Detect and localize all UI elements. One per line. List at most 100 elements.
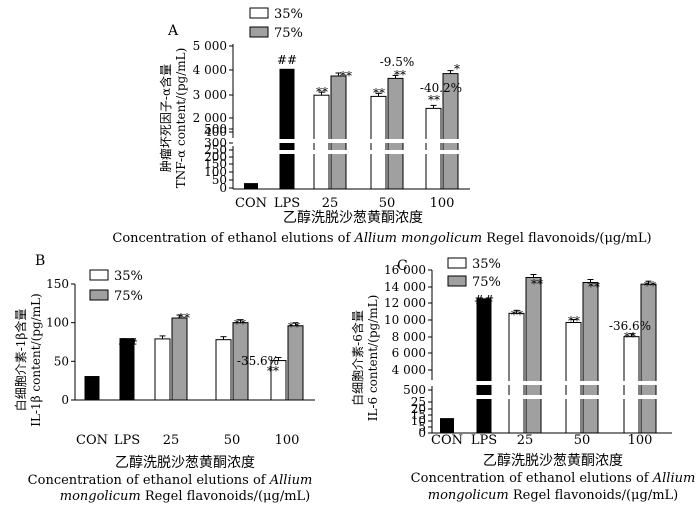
legend-swatch-75pct	[447, 275, 467, 287]
y-tick-label: 4 000	[392, 363, 426, 377]
x-axis-label-en-c-italic1: Allium	[652, 471, 696, 486]
x-tick-label-100: 100	[628, 433, 653, 448]
y-axis-label-cn-c: 白细胞介素-6含量	[350, 310, 365, 406]
significance-mark: **	[394, 68, 406, 82]
bar-25-75pct	[330, 75, 347, 190]
x-axis-label-en-c-line2: mongolicum Regel flavonoids/(μg/mL)	[428, 488, 678, 503]
x-tick-label-50: 50	[224, 433, 241, 448]
y-tick-label: 4 000	[193, 63, 227, 77]
y-tick-label: 6 000	[392, 346, 426, 360]
x-tick-label-lps: LPS	[274, 196, 300, 211]
y-axis-label-en-a: TNF-α content/(pg/mL)	[174, 48, 188, 189]
y-axis-label-a: 肿瘤坏死因子-α含量 TNF-α content/(pg/mL)	[158, 48, 188, 189]
percent-change-label: -9.5%	[380, 55, 415, 69]
bar-50-35pct	[565, 322, 582, 434]
x-axis-label-en-a-italic: Allium mongolicum	[353, 231, 482, 246]
x-tick-label-50: 50	[379, 196, 396, 211]
panel-b: B 35% 75% 白细胞介素-1β含量 IL-1β content/(pg/mL…	[13, 253, 315, 504]
x-tick-label-lps: LPS	[114, 433, 140, 448]
axis-break-gap	[234, 139, 471, 143]
bar-50-75pct	[582, 282, 599, 434]
bar-lps	[476, 298, 492, 433]
bar-50-35pct	[215, 339, 232, 401]
x-axis-label-en-c-line1: Concentration of ethanol elutions of All…	[411, 471, 696, 486]
legend-label-35pct: 35%	[274, 7, 303, 22]
y-tick-label: 25	[411, 395, 426, 409]
y-tick-label: 16 000	[384, 263, 426, 277]
significance-mark: **	[428, 93, 440, 107]
legend-label-75pct: 75%	[114, 289, 143, 304]
y-tick-label: 10	[411, 414, 426, 428]
legend-swatch-35pct	[249, 7, 269, 19]
legend-swatch-75pct	[89, 289, 109, 301]
y-axis-label-c: 白细胞介素-6含量 IL-6 content/(pg/mL)	[350, 295, 380, 422]
significance-mark: *	[454, 62, 460, 76]
y-tick-label: 5	[418, 420, 426, 434]
y-tick-label: 3 000	[193, 88, 227, 102]
x-axis-label-en-b-line1: Concentration of ethanol elutions of All…	[28, 473, 313, 488]
percent-change-label: -35.6%	[237, 354, 279, 368]
bar-25-35pct	[508, 312, 525, 434]
significance-mark: ##	[474, 293, 494, 307]
x-tick-label-con: CON	[235, 196, 267, 211]
panel-letter-a: A	[167, 23, 179, 39]
x-axis-label-en-b-part1: Concentration of ethanol elutions of	[28, 473, 270, 488]
y-tick-label: 100	[46, 316, 69, 330]
axis-break-gap	[433, 395, 673, 399]
x-axis-label-en-c-part1: Concentration of ethanol elutions of	[411, 471, 653, 486]
x-axis-label-en-a-part1: Concentration of ethanol elutions of	[112, 231, 354, 246]
x-axis-label-en-b-italic2: mongolicum	[60, 489, 141, 504]
y-tick-label: 5 000	[193, 39, 227, 53]
significance-mark: ##	[118, 336, 138, 350]
y-tick-label: 15	[411, 408, 426, 422]
y-tick-label: 250	[204, 143, 227, 157]
y-axis-label-en-c: IL-6 content/(pg/mL)	[366, 295, 380, 422]
significance-mark: **	[531, 277, 543, 291]
x-tick-label-con: CON	[431, 433, 463, 448]
x-axis-label-en-c-italic2: mongolicum	[428, 488, 509, 503]
y-axis-label-cn-a: 肿瘤坏死因子-α含量	[158, 64, 173, 172]
y-tick-label: 10 000	[384, 313, 426, 327]
x-tick-label-25: 25	[163, 433, 180, 448]
axis-break-gap	[433, 381, 673, 385]
legend-label-35pct: 35%	[472, 257, 501, 272]
percent-change-label: -36.6%	[609, 319, 651, 333]
x-axis-label-en-a-part3: Regel flavonoids/(μg/mL)	[482, 231, 652, 246]
x-axis-label-en-a: Concentration of ethanol elutions of All…	[112, 231, 651, 246]
y-tick-label: 500	[204, 122, 227, 136]
y-tick-label: 0	[61, 393, 69, 407]
y-tick-label: 0	[219, 181, 227, 195]
x-axis-label-en-b-line2: mongolicum Regel flavonoids/(μg/mL)	[60, 489, 310, 504]
y-tick-label: 200	[204, 150, 227, 164]
significance-mark: **	[373, 86, 385, 100]
significance-mark: **	[234, 317, 246, 331]
significance-mark: **	[624, 330, 636, 344]
significance-mark: **	[316, 85, 328, 99]
x-tick-label-100: 100	[430, 196, 455, 211]
y-tick-label: 0	[418, 426, 426, 440]
bar-con	[244, 183, 258, 189]
bar-25-75pct	[525, 277, 542, 434]
y-tick-label: 400	[204, 125, 227, 139]
x-tick-label-25: 25	[517, 433, 534, 448]
bar-100-75pct	[640, 283, 657, 434]
panel-letter-c: C	[397, 258, 408, 274]
y-tick-label: 150	[46, 277, 69, 291]
y-tick-label: 20	[411, 402, 426, 416]
legend-label-35pct: 35%	[114, 269, 143, 284]
bar-25-75pct	[171, 317, 188, 401]
legend-swatch-35pct	[89, 269, 109, 281]
x-axis-label-cn-c: 乙醇洗脱沙葱黄酮浓度	[483, 452, 623, 469]
x-tick-label-lps: LPS	[471, 433, 497, 448]
legend-swatch-75pct	[249, 26, 269, 38]
x-axis-label-en-b-part4: Regel flavonoids/(μg/mL)	[141, 489, 311, 504]
significance-mark: **	[178, 311, 190, 325]
y-tick-label: 2 000	[193, 111, 227, 125]
y-axis-label-b: 白细胞介素-1β含量 IL-1β content/(pg/mL)	[13, 293, 43, 426]
x-tick-label-100: 100	[275, 433, 300, 448]
y-tick-label: 150	[204, 157, 227, 171]
bar-100-75pct	[287, 325, 304, 401]
bar-lps	[279, 68, 295, 189]
legend-label-75pct: 75%	[274, 26, 303, 41]
